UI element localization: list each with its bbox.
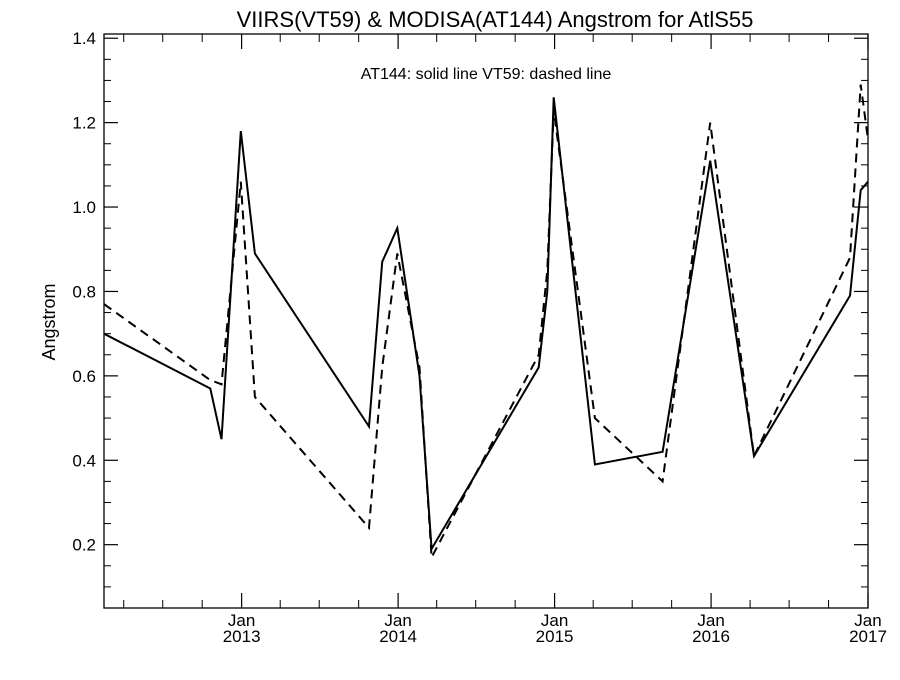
y-axis-label: Angstrom (39, 283, 59, 360)
y-tick-label: 0.8 (72, 282, 96, 301)
x-tick-month-label: Jan (228, 611, 255, 630)
x-tick-month-label: Jan (854, 611, 881, 630)
x-tick-year-label: 2013 (223, 627, 261, 646)
x-tick-month-label: Jan (541, 611, 568, 630)
y-tick-label: 1.4 (72, 29, 96, 48)
y-tick-label: 0.2 (72, 536, 96, 555)
y-tick-label: 1.0 (72, 198, 96, 217)
x-tick-month-label: Jan (697, 611, 724, 630)
series-lines (103, 84, 869, 562)
y-tick-label: 0.4 (72, 451, 96, 470)
y-tick-label: 0.6 (72, 367, 96, 386)
x-tick-year-label: 2017 (849, 627, 887, 646)
y-tick-label: 1.2 (72, 114, 96, 133)
chart-title: VIIRS(VT59) & MODISA(AT144) Angstrom for… (237, 7, 754, 32)
series-line-vt59 (103, 84, 869, 562)
x-tick-year-label: 2016 (692, 627, 730, 646)
series-line-at144 (103, 97, 869, 553)
axis-ticks: 0.20.40.60.81.01.21.4Jan2013Jan2014Jan20… (72, 29, 887, 646)
line-style-annotation: AT144: solid line VT59: dashed line (361, 66, 612, 83)
x-tick-year-label: 2015 (536, 627, 574, 646)
plot-frame (103, 33, 869, 609)
x-tick-year-label: 2014 (379, 627, 417, 646)
x-tick-month-label: Jan (384, 611, 411, 630)
